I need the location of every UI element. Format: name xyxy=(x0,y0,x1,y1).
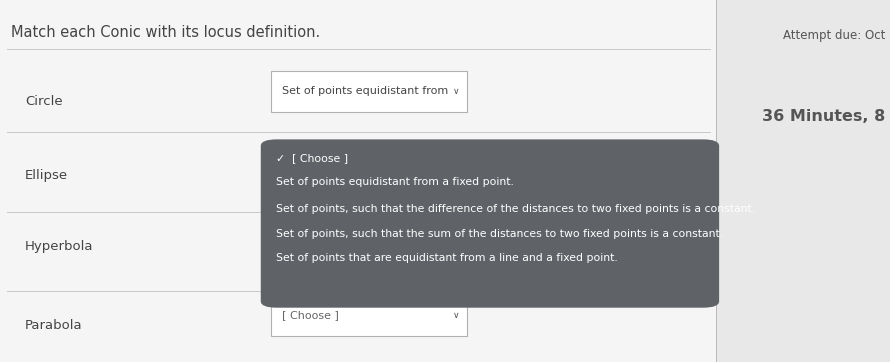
Text: Hyperbola: Hyperbola xyxy=(25,240,93,253)
Text: ∨: ∨ xyxy=(452,311,459,320)
Text: Set of points, such that the sum of the distances to two fixed points is a const: Set of points, such that the sum of the … xyxy=(276,229,723,239)
Text: Circle: Circle xyxy=(25,95,62,108)
Text: Attempt due: Oct: Attempt due: Oct xyxy=(783,29,886,42)
Text: Match each Conic with its locus definition.: Match each Conic with its locus definiti… xyxy=(11,25,320,40)
Text: ∨: ∨ xyxy=(452,87,459,96)
Text: Parabola: Parabola xyxy=(25,319,83,332)
Text: 36 Minutes, 8: 36 Minutes, 8 xyxy=(763,109,886,123)
Text: Ellipse: Ellipse xyxy=(25,169,68,182)
FancyBboxPatch shape xyxy=(261,139,719,308)
Text: Set of points that are equidistant from a line and a fixed point.: Set of points that are equidistant from … xyxy=(276,253,618,263)
Text: Set of points equidistant from: Set of points equidistant from xyxy=(282,87,449,96)
Text: Set of points, such that the difference of the distances to two fixed points is : Set of points, such that the difference … xyxy=(276,204,755,214)
Text: Set of points equidistant from a fixed point.: Set of points equidistant from a fixed p… xyxy=(276,177,514,186)
FancyBboxPatch shape xyxy=(271,294,467,336)
FancyBboxPatch shape xyxy=(271,71,467,112)
FancyBboxPatch shape xyxy=(716,0,890,362)
FancyBboxPatch shape xyxy=(0,0,716,362)
Text: ✓  [ Choose ]: ✓ [ Choose ] xyxy=(276,153,348,164)
Text: [ Choose ]: [ Choose ] xyxy=(282,310,339,320)
